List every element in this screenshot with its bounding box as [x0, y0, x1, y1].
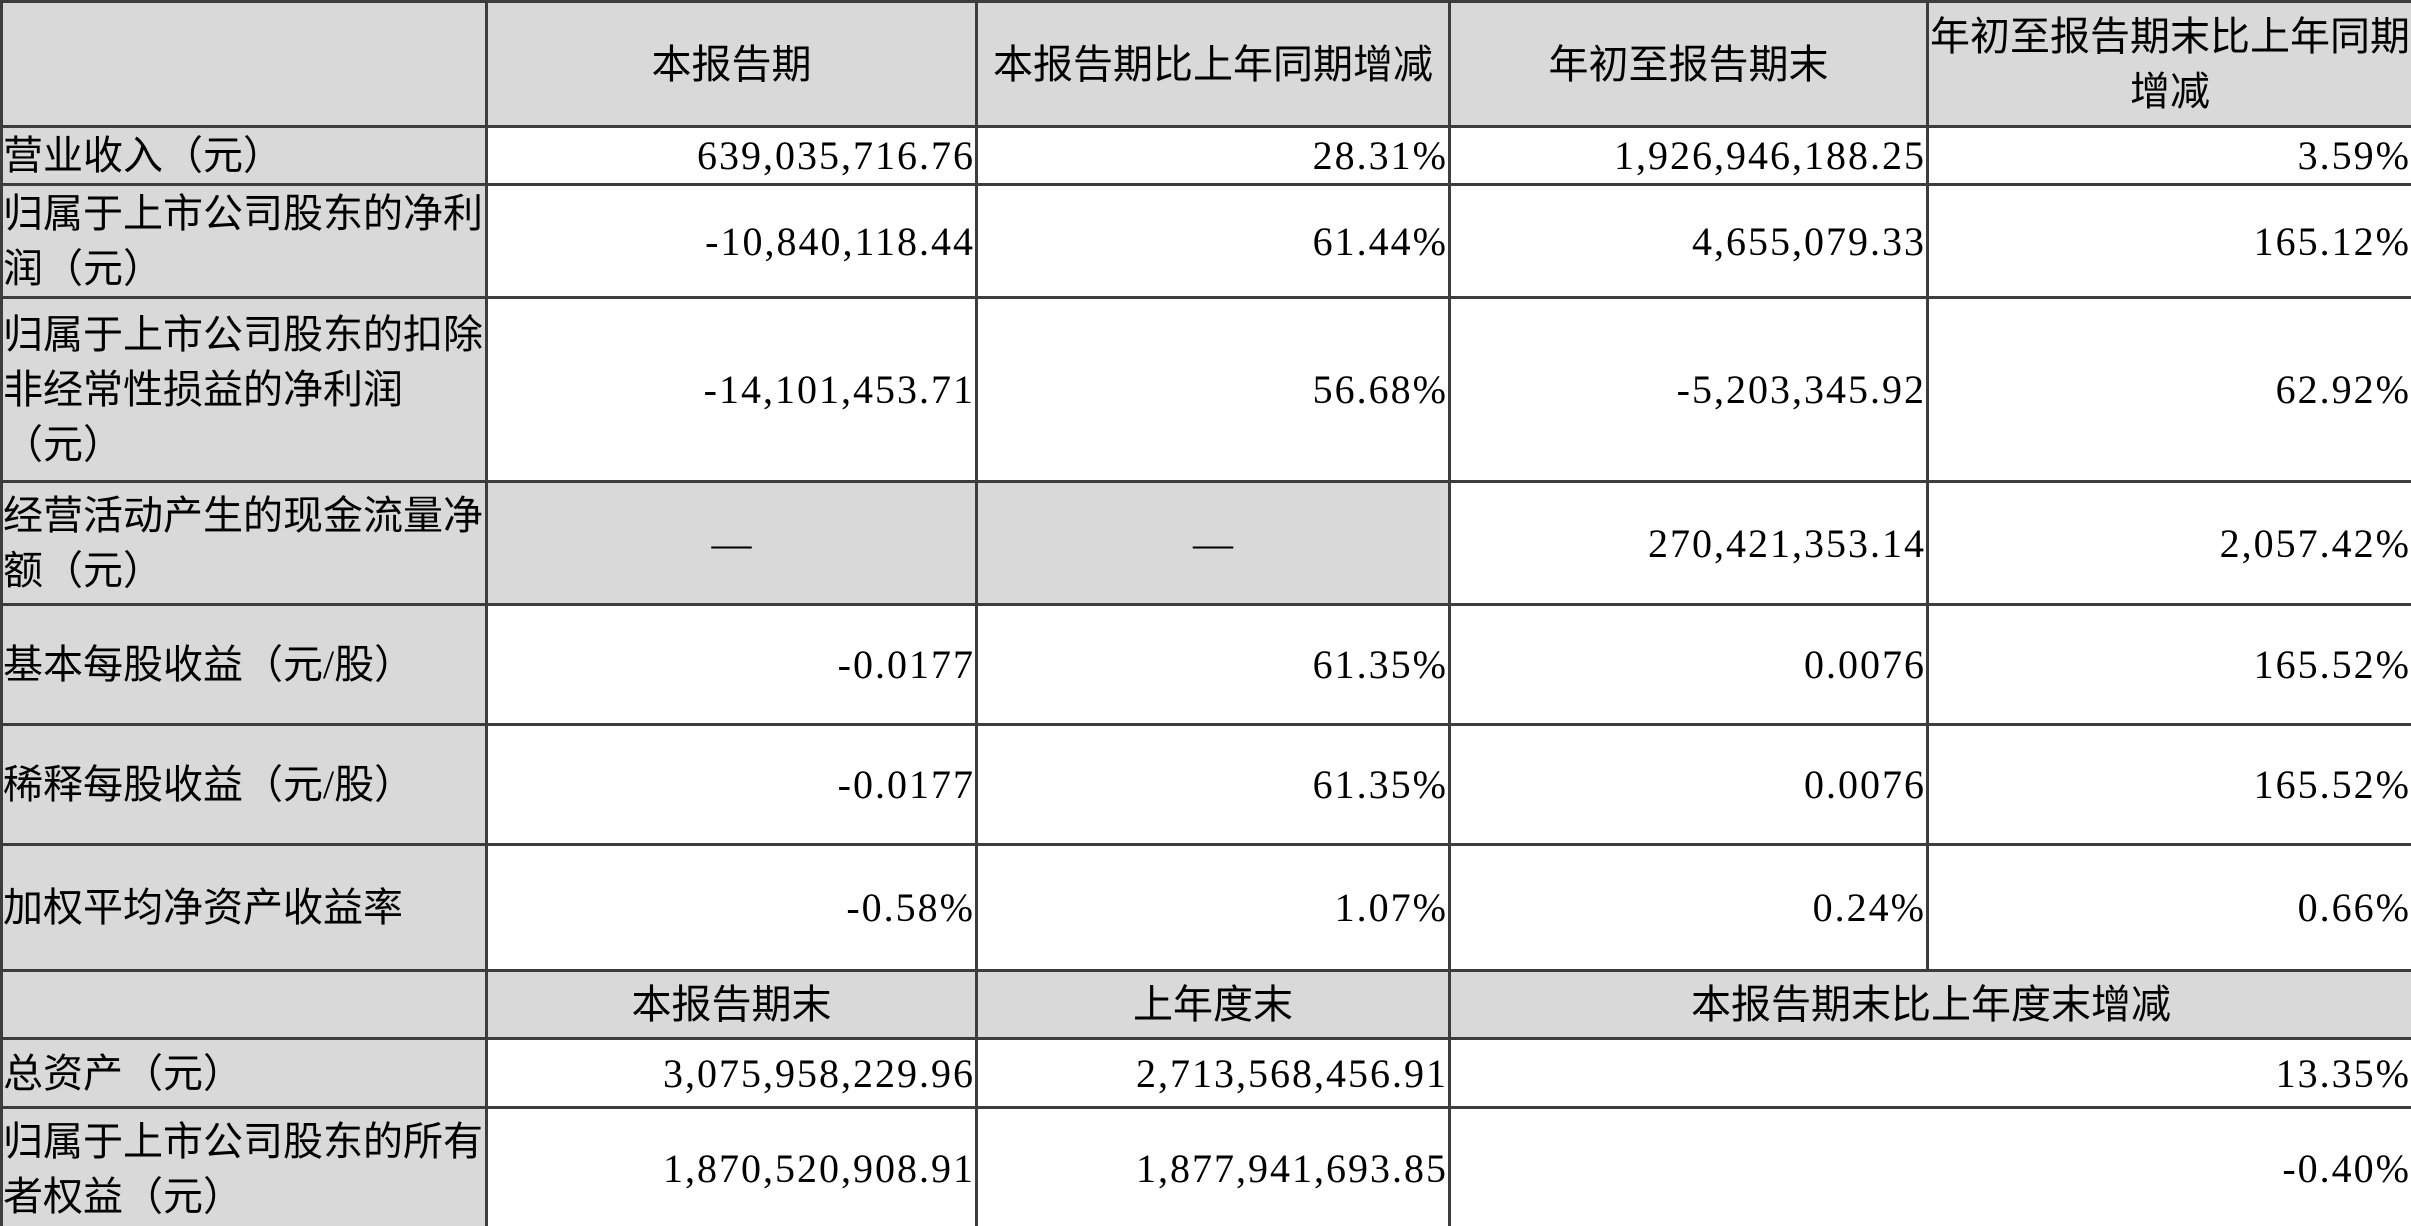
value-cell: 61.44% [975, 183, 1451, 299]
value-cell: 62.92% [1926, 296, 2411, 483]
col-header-ytd: 年初至报告期末 [1448, 0, 1929, 128]
row-label: 基本每股收益（元/股） [0, 603, 488, 726]
value-cell: -0.0177 [485, 603, 978, 726]
col-header-period-end: 本报告期末 [485, 969, 978, 1040]
value-cell: 270,421,353.14 [1448, 480, 1929, 606]
value-cell: 639,035,716.76 [485, 125, 978, 186]
row-basic-eps: 基本每股收益（元/股） -0.0177 61.35% 0.0076 165.52… [0, 603, 2411, 726]
corner-cell [0, 969, 488, 1040]
value-cell: 3.59% [1926, 125, 2411, 186]
value-cell: -0.0177 [485, 723, 978, 846]
dash-cell: — [485, 480, 978, 606]
value-cell: 165.52% [1926, 603, 2411, 726]
value-cell: 13.35% [1448, 1037, 2411, 1109]
value-cell: 61.35% [975, 603, 1451, 726]
row-label: 归属于上市公司股东的所有者权益（元） [0, 1106, 488, 1226]
col-header-prior-year-end: 上年度末 [975, 969, 1451, 1040]
row-operating-cash-flow: 经营活动产生的现金流量净额（元） — — 270,421,353.14 2,05… [0, 480, 2411, 606]
value-cell: 61.35% [975, 723, 1451, 846]
row-label: 稀释每股收益（元/股） [0, 723, 488, 846]
corner-cell [0, 0, 488, 128]
value-cell: 1,870,520,908.91 [485, 1106, 978, 1226]
row-weighted-avg-roe: 加权平均净资产收益率 -0.58% 1.07% 0.24% 0.66% [0, 843, 2411, 972]
row-label: 归属于上市公司股东的净利润（元） [0, 183, 488, 299]
value-cell: -10,840,118.44 [485, 183, 978, 299]
value-cell: 1,926,946,188.25 [1448, 125, 1929, 186]
period-header-row: 本报告期 本报告期比上年同期增减 年初至报告期末 年初至报告期末比上年同期增减 [0, 0, 2411, 128]
value-cell: -0.58% [485, 843, 978, 972]
value-cell: -14,101,453.71 [485, 296, 978, 483]
value-cell: 2,057.42% [1926, 480, 2411, 606]
row-net-profit-deducting-non-recurring: 归属于上市公司股东的扣除非经常性损益的净利润（元） -14,101,453.71… [0, 296, 2411, 483]
row-label: 总资产（元） [0, 1037, 488, 1109]
value-cell: 2,713,568,456.91 [975, 1037, 1451, 1109]
col-header-current-period: 本报告期 [485, 0, 978, 128]
row-label: 营业收入（元） [0, 125, 488, 186]
row-owners-equity: 归属于上市公司股东的所有者权益（元） 1,870,520,908.91 1,87… [0, 1106, 2411, 1226]
row-diluted-eps: 稀释每股收益（元/股） -0.0177 61.35% 0.0076 165.52… [0, 723, 2411, 846]
value-cell: -5,203,345.92 [1448, 296, 1929, 483]
row-net-profit-attributable: 归属于上市公司股东的净利润（元） -10,840,118.44 61.44% 4… [0, 183, 2411, 299]
row-operating-revenue: 营业收入（元） 639,035,716.76 28.31% 1,926,946,… [0, 125, 2411, 186]
value-cell: 165.52% [1926, 723, 2411, 846]
value-cell: 1.07% [975, 843, 1451, 972]
value-cell: 0.0076 [1448, 603, 1929, 726]
row-total-assets: 总资产（元） 3,075,958,229.96 2,713,568,456.91… [0, 1037, 2411, 1109]
value-cell: 4,655,079.33 [1448, 183, 1929, 299]
value-cell: -0.40% [1448, 1106, 2411, 1226]
row-label: 加权平均净资产收益率 [0, 843, 488, 972]
value-cell: 165.12% [1926, 183, 2411, 299]
value-cell: 0.66% [1926, 843, 2411, 972]
value-cell: 3,075,958,229.96 [485, 1037, 978, 1109]
row-label: 经营活动产生的现金流量净额（元） [0, 480, 488, 606]
value-cell: 56.68% [975, 296, 1451, 483]
period-end-header-row: 本报告期末 上年度末 本报告期末比上年度末增减 [0, 969, 2411, 1040]
col-header-ytd-yoy-change: 年初至报告期末比上年同期增减 [1926, 0, 2411, 128]
dash-cell: — [975, 480, 1451, 606]
value-cell: 1,877,941,693.85 [975, 1106, 1451, 1226]
col-header-current-period-yoy-change: 本报告期比上年同期增减 [975, 0, 1451, 128]
col-header-period-end-vs-prior-year-end-change: 本报告期末比上年度末增减 [1448, 969, 2411, 1040]
value-cell: 28.31% [975, 125, 1451, 186]
value-cell: 0.24% [1448, 843, 1929, 972]
row-label: 归属于上市公司股东的扣除非经常性损益的净利润（元） [0, 296, 488, 483]
value-cell: 0.0076 [1448, 723, 1929, 846]
